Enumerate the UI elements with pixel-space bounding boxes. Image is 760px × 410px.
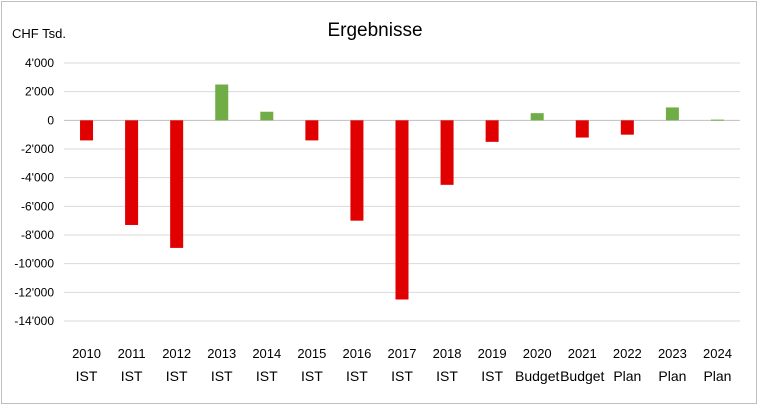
y-tick-label: 4'000 <box>25 56 54 70</box>
x-tick-kind-2020: Budget <box>515 368 559 384</box>
x-tick-labels: 2010 IST 2011 IST 2012 IST 2013 IST 2014 IST 2015 I… <box>72 346 732 384</box>
x-tick-year-2021: 2021 <box>568 346 597 361</box>
x-tick-year-2012: 2012 <box>162 346 191 361</box>
x-tick-kind-2024: Plan <box>703 368 731 384</box>
x-tick-kind-2019: IST <box>481 368 503 384</box>
x-tick-kind-2023: Plan <box>658 368 686 384</box>
bar-2019 <box>485 120 499 142</box>
x-tick-year-2011: 2011 <box>118 346 146 361</box>
y-tick-label: 0 <box>47 113 54 127</box>
bar-2014 <box>260 111 274 121</box>
x-tick-kind-2016: IST <box>346 368 368 384</box>
y-tick-label: 2'000 <box>25 85 54 99</box>
bar-2017 <box>395 120 409 300</box>
x-tick-kind-2010: IST <box>76 368 98 384</box>
bar-2016 <box>350 120 364 221</box>
y-tick-label: -10'000 <box>14 257 54 271</box>
bars <box>80 84 724 300</box>
bar-2011 <box>125 120 139 225</box>
x-tick-kind-2011: IST <box>121 368 143 384</box>
y-tick-label: -4'000 <box>21 171 54 185</box>
y-tick-label: -12'000 <box>14 285 54 299</box>
y-tick-labels: 4'000 2'000 0 -2'000 -4'000 -6'000 -8'000 -10'0… <box>14 56 54 328</box>
x-tick-kind-2017: IST <box>391 368 413 384</box>
y-axis-unit-label: CHF Tsd. <box>12 26 66 41</box>
bar-2012 <box>170 120 184 248</box>
x-tick-year-2018: 2018 <box>433 346 462 361</box>
bar-2022 <box>620 120 634 135</box>
bar-2021 <box>575 120 589 138</box>
chart-title: Ergebnisse <box>327 20 422 41</box>
x-tick-kind-2015: IST <box>301 368 323 384</box>
x-tick-kind-2012: IST <box>166 368 188 384</box>
x-tick-year-2017: 2017 <box>388 346 417 361</box>
bar-2023 <box>665 107 679 121</box>
x-tick-year-2014: 2014 <box>252 346 281 361</box>
x-tick-year-2016: 2016 <box>342 346 371 361</box>
x-tick-year-2019: 2019 <box>478 346 507 361</box>
bar-2015 <box>305 120 319 141</box>
x-tick-year-2022: 2022 <box>613 346 642 361</box>
bar-2020 <box>530 113 544 121</box>
x-tick-year-2010: 2010 <box>72 346 101 361</box>
x-tick-kind-2021: Budget <box>560 368 604 384</box>
bar-2010 <box>80 120 94 141</box>
bar-2013 <box>215 84 229 121</box>
bar-2024 <box>710 119 724 121</box>
x-tick-year-2020: 2020 <box>523 346 552 361</box>
x-tick-year-2024: 2024 <box>703 346 732 361</box>
y-tick-label: -6'000 <box>21 199 54 213</box>
x-tick-kind-2013: IST <box>211 368 233 384</box>
x-tick-year-2023: 2023 <box>658 346 687 361</box>
y-tick-label: -8'000 <box>21 228 54 242</box>
x-tick-year-2013: 2013 <box>207 346 236 361</box>
x-tick-kind-2014: IST <box>256 368 278 384</box>
x-tick-kind-2018: IST <box>436 368 458 384</box>
y-tick-label: -14'000 <box>14 314 54 328</box>
y-tick-label: -2'000 <box>21 142 54 156</box>
chart-frame: Ergebnisse CHF Tsd. 4'000 2'000 0 -2'000 -4'… <box>1 1 757 404</box>
x-tick-year-2015: 2015 <box>297 346 326 361</box>
bar-chart: Ergebnisse CHF Tsd. 4'000 2'000 0 -2'000 -4'… <box>12 20 740 384</box>
bar-2018 <box>440 120 454 185</box>
x-tick-kind-2022: Plan <box>613 368 641 384</box>
